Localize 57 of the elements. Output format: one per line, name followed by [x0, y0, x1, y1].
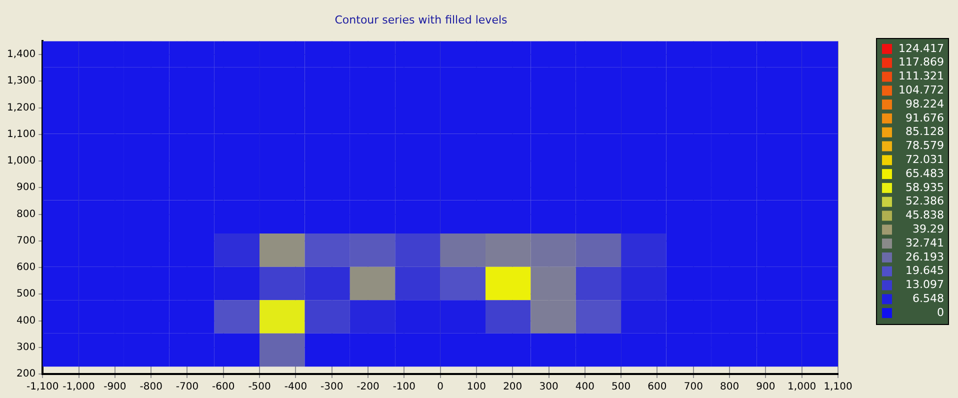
x-tick-label: -1,000: [62, 382, 95, 393]
color-bar-label: 85.128: [906, 125, 944, 138]
y-tick-label: 300: [16, 342, 36, 353]
y-tick-label: 900: [16, 182, 36, 194]
color-bar-label: 111.321: [898, 70, 944, 83]
color-bar-label: 72.031: [906, 153, 944, 166]
y-tick-label: 800: [16, 208, 36, 220]
x-tick-label: -900: [104, 382, 126, 393]
y-tick-label: 600: [16, 262, 36, 274]
x-tick-label: -800: [140, 382, 162, 393]
color-bar-label: 13.097: [906, 278, 944, 292]
color-bar-label: 6.548: [912, 292, 944, 306]
y-tick-label: 400: [16, 315, 36, 326]
x-tick-label: -200: [356, 382, 380, 393]
color-bar-label: 91.676: [906, 111, 944, 124]
x-tick-label: 200: [503, 382, 522, 393]
color-bar-label: 78.579: [906, 139, 944, 152]
x-tick-label: 500: [612, 382, 631, 393]
x-tick-label: -400: [284, 382, 308, 393]
x-tick-label: 100: [466, 382, 486, 393]
y-tick-label: 200: [16, 368, 36, 380]
x-tick-label: 1,100: [824, 382, 852, 393]
color-bar-label: 39.29: [912, 222, 944, 236]
y-tick-label: 1,300: [6, 76, 36, 87]
x-tick-label: 1,000: [788, 382, 816, 393]
x-tick-label: 600: [648, 382, 667, 393]
color-bar-label: 117.869: [898, 56, 944, 69]
y-tick-label: 1,100: [6, 128, 36, 140]
x-tick-label: -100: [392, 382, 416, 393]
color-bar-label: 58.935: [906, 180, 944, 194]
y-tick-label: 1,000: [6, 156, 36, 167]
y-tick-label: 1,200: [6, 102, 36, 114]
color-bar-label: 98.224: [906, 97, 944, 110]
color-bar-label: 124.417: [898, 42, 944, 55]
x-tick-label: -500: [248, 382, 271, 393]
color-bar-label: 65.483: [906, 166, 944, 180]
x-tick-label: 800: [720, 382, 740, 393]
color-bar-label: 26.193: [906, 250, 944, 264]
x-tick-label: 900: [756, 382, 776, 393]
x-tick-label: 0: [437, 382, 444, 393]
color-bar-label: 45.838: [906, 208, 944, 222]
x-tick-label: -1,100: [26, 382, 59, 393]
x-tick-label: 300: [539, 382, 558, 393]
x-tick-label: -600: [212, 382, 235, 393]
color-bar-label: 52.386: [906, 194, 944, 208]
y-tick-label: 1,400: [6, 49, 36, 60]
x-tick-label: 700: [684, 382, 703, 393]
x-tick-label: -700: [176, 382, 199, 393]
color-bar-label: 104.772: [898, 84, 944, 97]
y-tick-label: 500: [16, 288, 36, 300]
x-tick-label: 400: [575, 382, 594, 393]
y-tick-label: 700: [16, 235, 36, 246]
color-bar-label: 0: [937, 306, 944, 319]
x-tick-label: -300: [320, 382, 344, 393]
color-bar-label: 19.645: [906, 264, 944, 278]
color-bar-label: 32.741: [906, 236, 944, 250]
chart-title: Contour series with filled levels: [334, 13, 508, 26]
